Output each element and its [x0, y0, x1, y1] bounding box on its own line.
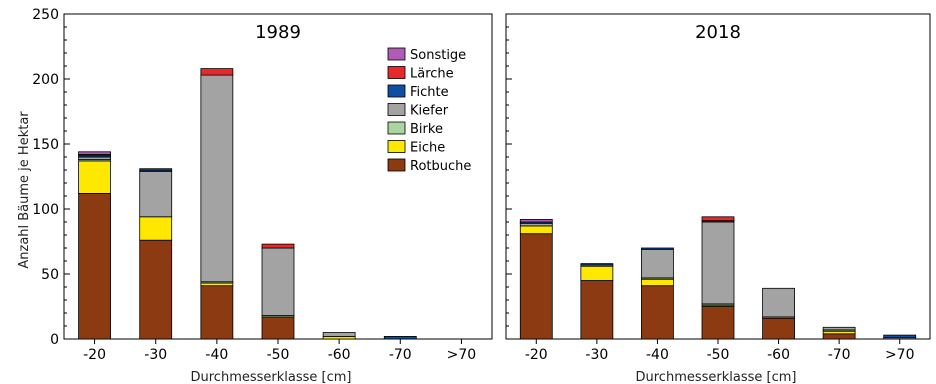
x-tick-label: -20 — [83, 347, 106, 363]
x-tick-label: -40 — [205, 347, 228, 363]
bar-segment-eiche — [580, 265, 614, 281]
y-tick-label: 250 — [32, 7, 59, 23]
bar-segment-rotbuche — [139, 239, 173, 340]
x-tick-label: -40 — [646, 347, 669, 363]
x-tick-label: >70 — [885, 347, 915, 363]
legend-swatch — [387, 103, 406, 116]
legend-swatch — [387, 84, 406, 98]
legend-label: Lärche — [410, 67, 454, 82]
bar-segment-sonstige — [78, 151, 111, 155]
x-tick-label: -70 — [828, 347, 851, 363]
bar-segment-rotbuche — [762, 317, 795, 340]
bar-segment-laerche — [261, 243, 295, 249]
bar-segment-eiche — [641, 278, 674, 287]
bar-segment-rotbuche — [200, 285, 234, 340]
y-axis-title: Anzahl Bäume je Hektar — [17, 111, 32, 269]
legend-label: Sonstige — [410, 48, 466, 63]
bar-segment-kiefer — [762, 287, 795, 318]
bar-segment-laerche — [701, 216, 735, 222]
bar-segment-kiefer — [139, 170, 173, 218]
bar-segment-eiche — [139, 216, 173, 241]
legend-label: Kiefer — [410, 104, 449, 119]
bar-segment-rotbuche — [701, 306, 735, 340]
bar-segment-kiefer — [200, 74, 234, 283]
y-tick-label: 0 — [50, 332, 59, 348]
panel-2018: -20 -30 -40 -50 -60 -70 >70 2018 — [505, 13, 931, 363]
bar-segment-laerche — [139, 168, 173, 171]
bar-segment-rotbuche — [822, 333, 856, 340]
legend: Sonstige Lärche Fichte Kiefer Birke Eiche Rotb… — [387, 47, 471, 174]
x-tick-label: -30 — [585, 347, 608, 363]
x-tick-label: -30 — [144, 347, 167, 363]
x-tick-label: -50 — [267, 347, 290, 363]
panel-1989: 0 50 100 150 200 250 -20 -30 -40 -50 -60 -70 >70 1989 — [32, 7, 493, 363]
bar-segment-kiefer — [701, 221, 735, 305]
x-tick-label: >70 — [447, 347, 477, 363]
y-tick-label: 150 — [32, 137, 59, 153]
x-tick-label: -20 — [525, 347, 548, 363]
bar-segment-fichte — [580, 263, 614, 266]
x-tick-label: -50 — [707, 347, 730, 363]
y-tick-label: 200 — [32, 72, 59, 88]
x-axis-title-2018: Durchmesserklasse [cm] — [636, 370, 797, 384]
panel-title: 2018 — [695, 22, 741, 43]
bar-segment-rotbuche — [641, 285, 674, 340]
bar-segment-fichte — [383, 335, 417, 340]
legend-swatch — [387, 140, 406, 153]
bar-segment-eiche — [78, 160, 111, 194]
bar-segment-kiefer — [641, 248, 674, 279]
y-tick-label: 50 — [41, 267, 59, 283]
bar-segment-rotbuche — [78, 192, 111, 340]
bar-segment-rotbuche — [580, 280, 614, 340]
bar-segment-kiefer — [261, 247, 295, 316]
legend-label: Fichte — [410, 85, 449, 100]
legend-swatch — [387, 66, 406, 79]
bar-segment-sonstige — [519, 218, 553, 223]
panel-title: 1989 — [255, 22, 301, 43]
legend-swatch — [387, 47, 406, 61]
x-tick-label: -70 — [389, 347, 412, 363]
bar-segment-rotbuche — [519, 233, 553, 340]
bar-segment-eiche — [519, 225, 553, 235]
legend-label: Rotbuche — [410, 159, 471, 174]
bar-segment-laerche — [200, 68, 234, 76]
legend-swatch — [387, 158, 406, 172]
bar-segment-fichte — [883, 334, 917, 339]
legend-label: Eiche — [410, 141, 445, 156]
y-tick-label: 100 — [32, 202, 59, 218]
x-tick-label: -60 — [328, 347, 351, 363]
legend-label: Birke — [410, 122, 443, 137]
bar-segment-kiefer — [822, 326, 856, 331]
bar-segment-fichte — [641, 247, 674, 250]
bar-segment-kiefer — [322, 332, 356, 337]
legend-swatch — [387, 121, 406, 135]
x-axis-title-1989: Durchmesserklasse [cm] — [191, 370, 352, 384]
bar-segment-rotbuche — [261, 316, 295, 340]
x-tick-label: -60 — [767, 347, 790, 363]
